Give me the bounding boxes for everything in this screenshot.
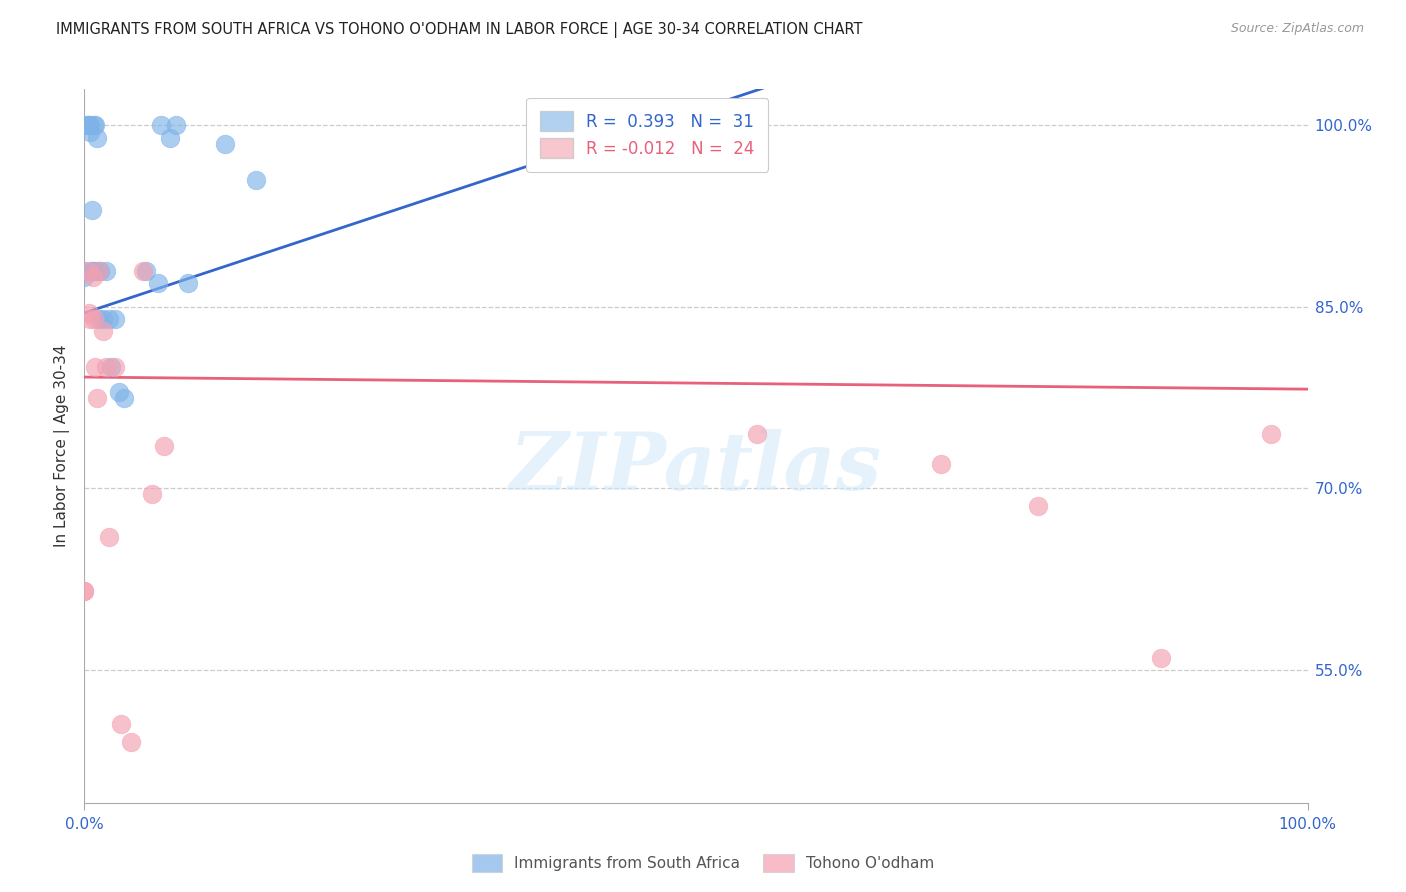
Point (82, 263, 104, 277)
Point (112, 391, 135, 405)
Point (79, 124, 101, 138)
Point (80, 263, 103, 277)
Point (77, 263, 100, 277)
Point (245, 173, 267, 187)
Point (146, 276, 169, 290)
Point (141, 487, 163, 501)
Point (159, 130, 181, 145)
Point (87, 312, 110, 326)
Point (77, 119, 100, 133)
Point (104, 312, 127, 326)
Point (177, 276, 200, 290)
Point (84, 119, 107, 133)
Point (83, 119, 105, 133)
Point (73, 269, 96, 284)
Point (86, 391, 108, 405)
Point (77, 119, 100, 133)
Point (110, 717, 132, 731)
Point (1028, 500, 1050, 514)
Point (82, 269, 104, 284)
Text: Source: ZipAtlas.com: Source: ZipAtlas.com (1230, 22, 1364, 36)
Point (165, 119, 187, 133)
Point (79, 119, 101, 133)
Point (96, 263, 118, 277)
Point (747, 426, 769, 441)
Point (96, 360, 118, 375)
Legend: Immigrants from South Africa, Tohono O'odham: Immigrants from South Africa, Tohono O'o… (464, 846, 942, 880)
Point (91, 312, 114, 326)
Point (1260, 426, 1282, 441)
Point (100, 360, 122, 375)
Point (87, 263, 110, 277)
Point (107, 384, 129, 399)
Point (86, 130, 108, 145)
Point (120, 735, 142, 749)
Point (77, 306, 100, 320)
Point (132, 263, 155, 277)
Point (97, 312, 120, 326)
Point (89, 263, 111, 277)
Point (87, 263, 110, 277)
Legend: R =  0.393   N =  31, R = -0.012   N =  24: R = 0.393 N = 31, R = -0.012 N = 24 (526, 97, 768, 171)
Point (83, 312, 105, 326)
Point (214, 136, 236, 151)
Point (84, 360, 107, 375)
Point (97, 530, 120, 544)
Point (153, 439, 176, 453)
Point (79, 312, 101, 326)
Point (73, 263, 96, 277)
Point (1150, 650, 1173, 665)
Point (73, 584, 96, 599)
Point (80, 203, 103, 218)
Point (150, 119, 173, 133)
Text: IMMIGRANTS FROM SOUTH AFRICA VS TOHONO O'ODHAM IN LABOR FORCE | AGE 30-34 CORREL: IMMIGRANTS FROM SOUTH AFRICA VS TOHONO O… (56, 22, 863, 38)
Point (76, 119, 98, 133)
Text: ZIPatlas: ZIPatlas (510, 429, 882, 506)
Point (929, 457, 952, 471)
Y-axis label: In Labor Force | Age 30-34: In Labor Force | Age 30-34 (55, 344, 70, 548)
Point (104, 360, 127, 375)
Point (135, 263, 157, 277)
Point (91, 324, 114, 338)
Point (73, 584, 96, 599)
